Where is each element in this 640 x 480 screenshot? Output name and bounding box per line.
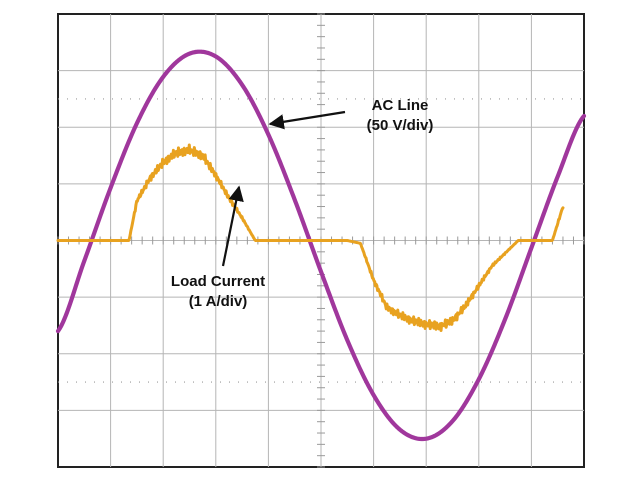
traces [55, 49, 587, 442]
load-current-arrow [221, 185, 244, 267]
annotation-ac-line: AC Line (50 V/div) [268, 97, 434, 134]
ac-line-trace [55, 49, 587, 442]
load-current-label: Load Current [171, 273, 265, 290]
load-current-scale-label: (1 A/div) [189, 293, 248, 310]
ac-line-scale-label: (50 V/div) [367, 117, 434, 134]
ac-line-label: AC Line [372, 97, 429, 114]
load-current-trace [56, 143, 565, 333]
ac-line-arrow [268, 110, 346, 130]
annotation-load-current: Load Current (1 A/div) [171, 185, 265, 310]
